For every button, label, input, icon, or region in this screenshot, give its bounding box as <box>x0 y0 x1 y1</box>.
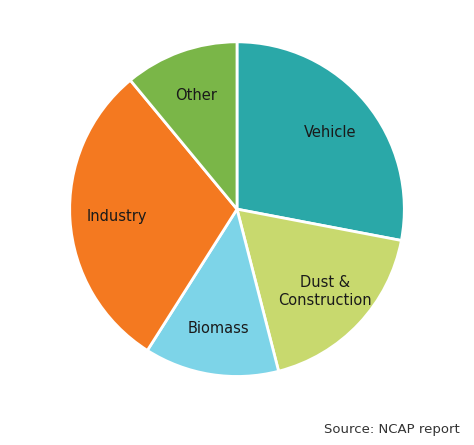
Text: Dust &
Construction: Dust & Construction <box>278 275 372 308</box>
Wedge shape <box>237 42 404 240</box>
Wedge shape <box>147 209 279 376</box>
Wedge shape <box>70 80 237 350</box>
Text: Biomass: Biomass <box>187 321 249 336</box>
Text: Source: NCAP report: Source: NCAP report <box>324 423 460 436</box>
Text: Industry: Industry <box>87 209 147 224</box>
Text: Other: Other <box>175 88 217 103</box>
Wedge shape <box>237 209 401 371</box>
Text: Vehicle: Vehicle <box>303 125 356 140</box>
Wedge shape <box>130 42 237 209</box>
